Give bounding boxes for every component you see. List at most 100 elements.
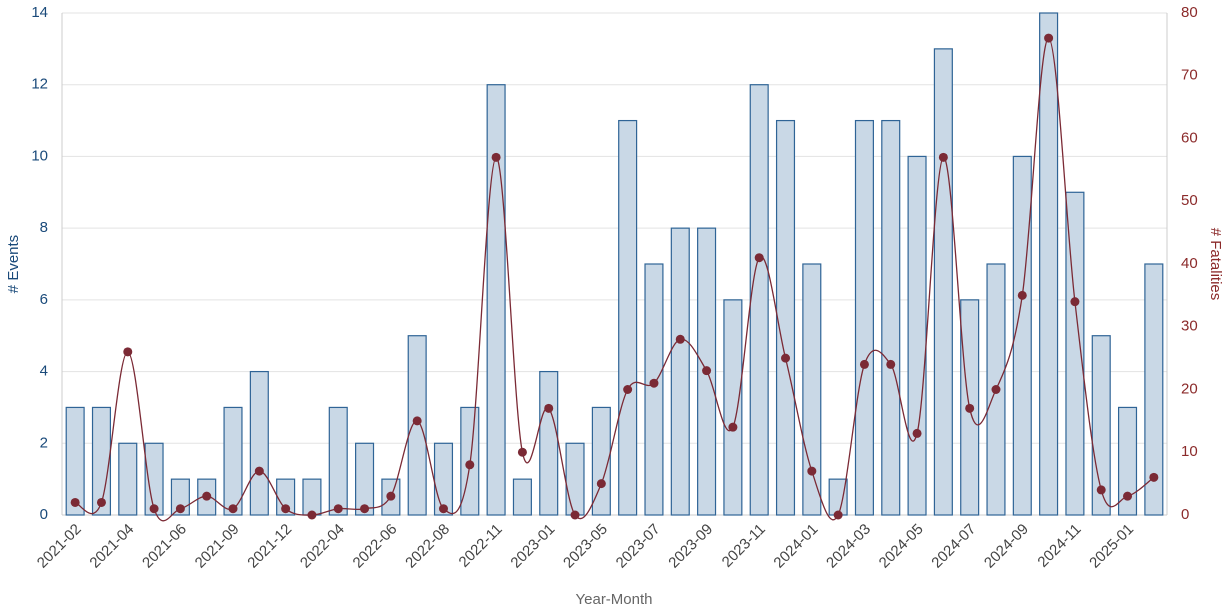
y2-tick-label: 0 [1181, 506, 1189, 523]
point [70, 497, 80, 507]
x-tick-label: 2024-01 [771, 521, 822, 572]
point [360, 504, 370, 514]
x-tick-label: 2021-04 [86, 521, 137, 572]
point [728, 422, 738, 432]
y2-tick-label: 50 [1181, 192, 1198, 209]
x-tick-label: 2024-07 [928, 521, 979, 572]
x-axis-title: Year-Month [576, 591, 653, 608]
point [991, 385, 1001, 394]
bar [249, 370, 269, 516]
x-tick-label: 2023-05 [560, 521, 611, 572]
point [1123, 491, 1133, 501]
bar [302, 478, 322, 516]
y-tick-label: 10 [31, 147, 48, 164]
bar [539, 370, 559, 516]
y2-tick-label: 20 [1181, 380, 1198, 397]
point [675, 334, 685, 344]
x-tick-label: 2023-09 [665, 521, 716, 572]
x-tick-label: 2024-11 [1034, 521, 1084, 571]
grid [61, 12, 1168, 516]
bar [644, 263, 664, 516]
bar [854, 119, 874, 516]
point [702, 366, 712, 376]
point [438, 504, 448, 514]
bar [565, 442, 585, 516]
lines [70, 33, 1159, 522]
bar [170, 478, 190, 516]
point [175, 504, 185, 514]
bar [670, 227, 690, 516]
point [938, 152, 948, 162]
bar [512, 478, 532, 516]
y2-tick-label: 10 [1181, 443, 1198, 460]
x-tick-label: 2024-05 [876, 521, 927, 572]
bar [91, 406, 112, 516]
point [254, 466, 264, 476]
y2-tick-label: 30 [1181, 318, 1198, 335]
point [202, 491, 212, 501]
bar [802, 263, 822, 516]
point [1044, 33, 1054, 43]
y-tick-label: 2 [40, 434, 48, 451]
point [781, 353, 791, 363]
point [228, 504, 238, 514]
x-tick-label: 2021-06 [139, 521, 190, 572]
point [1096, 485, 1106, 495]
point [833, 510, 843, 520]
point [754, 253, 764, 263]
y2-tick-label: 70 [1181, 67, 1198, 84]
x-tick-label: 2021-02 [34, 521, 85, 572]
y2-tick-label: 40 [1181, 255, 1198, 272]
bar [618, 119, 638, 516]
x-tick-label: 2023-11 [719, 521, 769, 571]
point [386, 491, 396, 501]
point [149, 504, 159, 514]
point [1149, 472, 1159, 482]
point [912, 428, 922, 438]
bar [775, 119, 796, 516]
bar [933, 48, 953, 516]
point [281, 504, 291, 514]
bar [118, 442, 138, 516]
y-tick-label: 4 [40, 363, 48, 380]
y-axis-title: # Events [5, 235, 22, 293]
x-tick-label: 2022-04 [297, 521, 348, 572]
bar [223, 406, 243, 516]
point [1017, 290, 1027, 300]
y-tick-label: 6 [40, 291, 48, 308]
bars [65, 12, 1164, 516]
bar [486, 84, 506, 516]
point [807, 466, 817, 476]
bar [1012, 155, 1032, 516]
point [412, 416, 422, 426]
bar [907, 155, 927, 516]
point [570, 510, 580, 520]
x-tick-label: 2023-07 [613, 521, 664, 572]
bar [723, 299, 743, 516]
point [965, 403, 975, 413]
y2-axis-title: # Fatalities [1207, 228, 1224, 301]
bar [749, 84, 769, 516]
x-tick-label: 2021-12 [244, 521, 295, 572]
x-tick-label: 2022-08 [402, 521, 453, 572]
point [491, 152, 501, 162]
x-tick-label: 2024-09 [981, 521, 1032, 572]
x-tick-label: 2022-11 [456, 521, 506, 571]
point [123, 347, 133, 357]
y-tick-label: 8 [40, 219, 48, 236]
bar [276, 478, 296, 516]
y-tick-label: 0 [40, 506, 48, 523]
y2-tick-label: 60 [1181, 129, 1198, 146]
y-tick-label: 12 [31, 76, 48, 93]
point [333, 504, 343, 514]
x-tick-label: 2024-03 [823, 521, 874, 572]
point [465, 460, 475, 470]
point [544, 403, 554, 413]
point [649, 378, 659, 388]
bar [328, 406, 348, 516]
point [886, 359, 896, 369]
point [623, 385, 633, 394]
bar [591, 406, 611, 516]
